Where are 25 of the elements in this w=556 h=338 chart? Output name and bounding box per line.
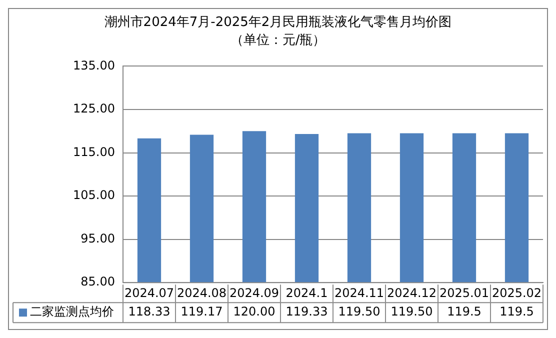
- x-tick-label: 2024.11: [334, 286, 384, 300]
- x-tick-label: 2025.02: [492, 286, 542, 300]
- x-tick-label: 2024.1: [286, 286, 328, 300]
- y-tick-label: 125.00: [73, 102, 115, 116]
- data-label: 119.50: [390, 304, 433, 319]
- legend-label: 二家监测点均价: [30, 304, 114, 319]
- chart-subtitle: （单位：元/瓶）: [230, 32, 326, 48]
- x-tick-label: 2024.07: [124, 286, 174, 300]
- x-tick-label: 2025.01: [439, 286, 490, 300]
- chart-title: 潮州市2024年7月-2025年2月民用瓶装液化气零售月均价图: [104, 15, 452, 30]
- data-label: 119.50: [338, 304, 380, 319]
- y-tick-label: 95.00: [80, 231, 115, 246]
- data-label: 119.5: [500, 304, 534, 319]
- x-tick-label: 2024.12: [386, 286, 437, 300]
- x-tick-label: 2024.08: [176, 286, 227, 300]
- data-label: 119.5: [447, 304, 482, 319]
- data-label: 119.17: [180, 304, 223, 319]
- y-tick-label: 85.00: [80, 274, 115, 289]
- x-tick-label: 2024.09: [229, 286, 280, 300]
- y-tick-label: 135.00: [73, 58, 115, 72]
- data-label: 118.33: [128, 304, 170, 319]
- y-tick-label: 115.00: [73, 144, 115, 159]
- data-label: 119.33: [286, 304, 328, 319]
- y-tick-label: 105.00: [73, 188, 115, 202]
- data-label: 120.00: [233, 304, 276, 319]
